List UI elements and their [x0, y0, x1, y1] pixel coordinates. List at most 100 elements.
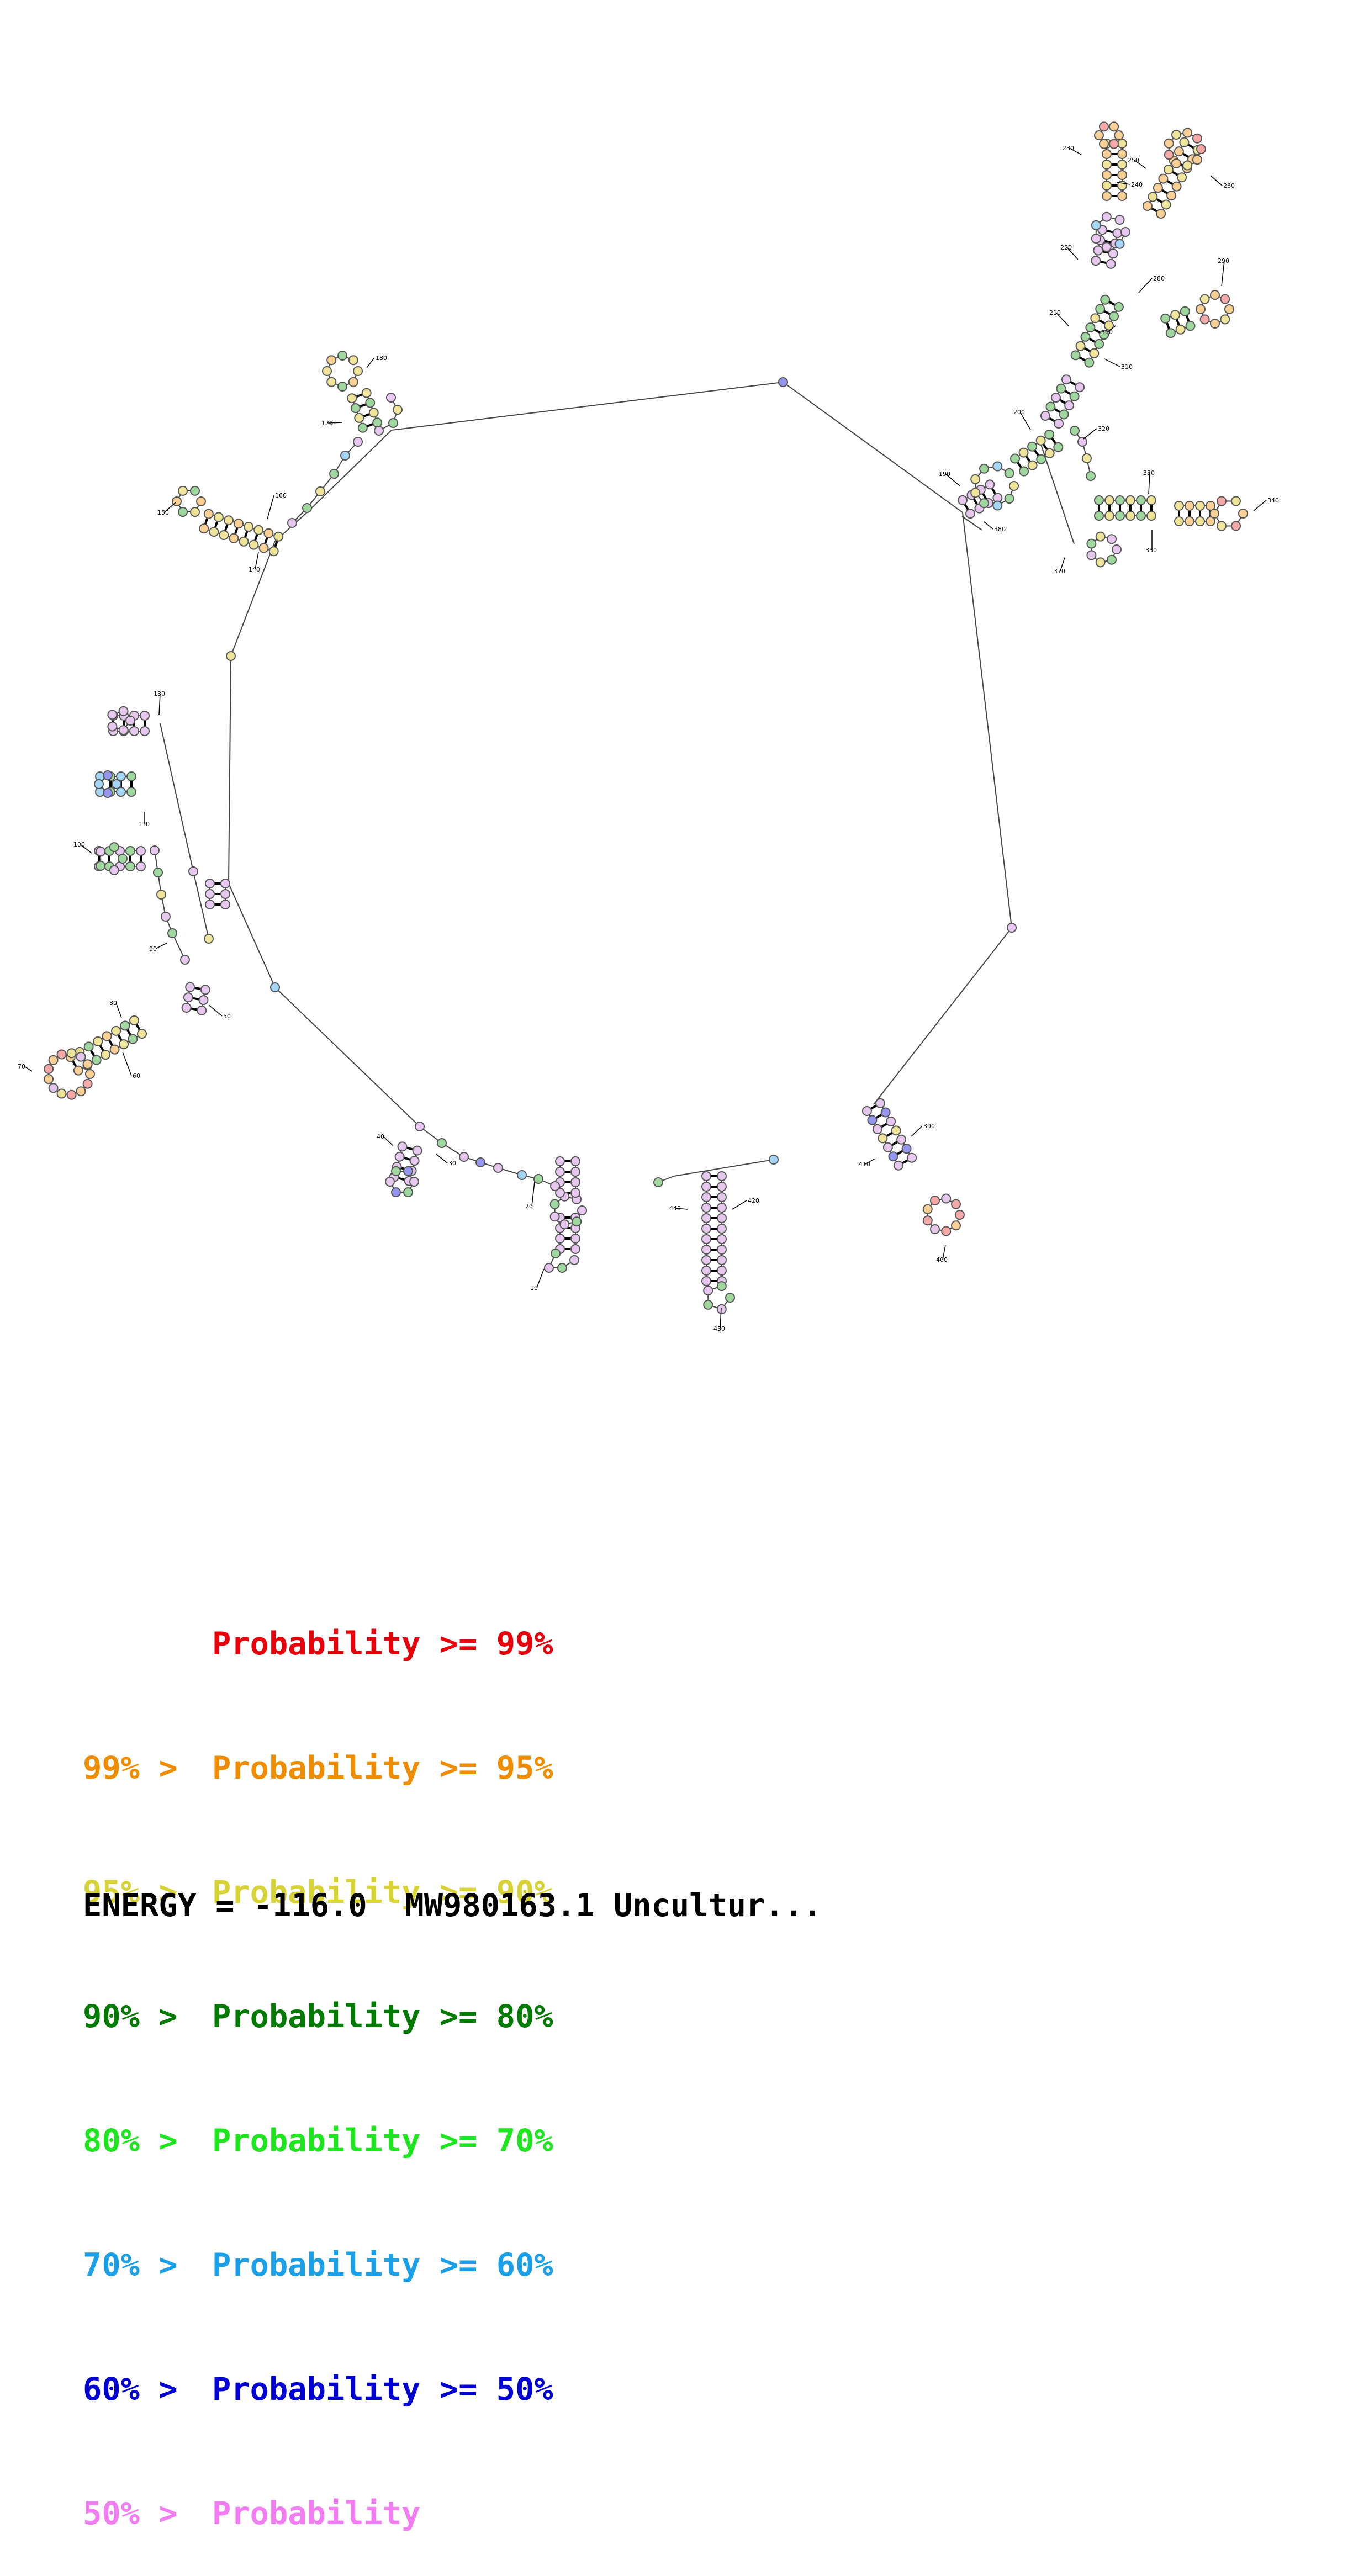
- nucleotide: [220, 879, 230, 888]
- nucleotide: [1101, 211, 1112, 222]
- nucleotide: [570, 1177, 580, 1187]
- nucleotide: [872, 1124, 882, 1134]
- nucleotide: [1109, 139, 1119, 149]
- nucleotide: [1114, 239, 1125, 249]
- nucleotide: [922, 1204, 933, 1214]
- nucleotide: [1179, 137, 1190, 147]
- nucleotide: [701, 1182, 711, 1192]
- nucleotide: [1054, 419, 1064, 429]
- position-label: 80: [109, 999, 117, 1007]
- base-pair: [885, 1131, 894, 1138]
- nucleotide: [1099, 139, 1109, 149]
- base-pair: [1042, 443, 1049, 451]
- nucleotide: [136, 846, 146, 856]
- nucleotide: [239, 536, 249, 547]
- nucleotide: [985, 479, 995, 490]
- label-tick: [267, 495, 274, 520]
- label-tick: [1134, 160, 1146, 169]
- nucleotide: [1125, 495, 1135, 505]
- nucleotide: [1007, 923, 1017, 933]
- nucleotide: [1106, 258, 1116, 269]
- nucleotide: [190, 507, 200, 517]
- nucleotide: [1164, 138, 1174, 149]
- nucleotide: [136, 861, 146, 871]
- nucleotide: [118, 854, 128, 864]
- position-label: 130: [154, 690, 165, 697]
- legend-label: Probability: [212, 2371, 421, 2408]
- nucleotide: [1104, 320, 1114, 331]
- legend-label: Probability: [212, 1998, 421, 2035]
- base-pair: [1175, 318, 1181, 326]
- base-pair: [117, 1033, 123, 1042]
- nucleotide: [220, 889, 230, 899]
- nucleotide: [412, 1145, 422, 1156]
- backbone: [228, 655, 231, 884]
- nucleotide: [1009, 481, 1019, 491]
- legend-row-p50: 60% > Probability >= 50%: [83, 2369, 553, 2410]
- label-tick: [383, 1136, 394, 1146]
- nucleotide: [205, 889, 215, 899]
- label-tick: [1253, 500, 1267, 511]
- nucleotide: [119, 1039, 129, 1050]
- base-pair: [991, 487, 997, 495]
- nucleotide: [769, 1155, 779, 1165]
- nucleotide: [181, 1003, 192, 1013]
- nucleotide: [1171, 130, 1181, 140]
- nucleotide: [717, 1182, 727, 1192]
- nucleotide: [577, 1205, 587, 1215]
- base-pair: [1103, 240, 1112, 244]
- position-label: 370: [1054, 568, 1065, 575]
- position-label: 70: [18, 1063, 25, 1070]
- nucleotide: [1209, 509, 1219, 519]
- label-tick: [24, 1066, 33, 1072]
- nucleotide: [717, 1203, 727, 1213]
- position-label: 380: [994, 526, 1006, 533]
- nucleotide: [555, 1234, 565, 1244]
- nucleotide: [701, 1224, 711, 1234]
- position-label: 250: [1128, 157, 1139, 164]
- base-pair: [963, 502, 970, 511]
- nucleotide: [880, 1107, 891, 1118]
- base-pair: [108, 1039, 114, 1047]
- strand: [1038, 436, 1075, 544]
- label-tick: [911, 1125, 923, 1137]
- label-tick: [155, 943, 167, 949]
- nucleotide: [555, 1156, 565, 1166]
- nucleotide: [701, 1255, 711, 1265]
- nucleotide: [178, 507, 188, 517]
- nucleotide: [1108, 248, 1118, 259]
- nucleotide: [930, 1224, 940, 1234]
- label-tick: [158, 693, 161, 716]
- label-tick: [1107, 325, 1116, 332]
- nucleotide: [107, 721, 118, 732]
- position-label: 440: [669, 1205, 681, 1212]
- nucleotide: [1210, 319, 1220, 329]
- nucleotide: [1099, 330, 1109, 340]
- nucleotide: [326, 377, 337, 387]
- nucleotide: [409, 1177, 419, 1187]
- base-pair: [366, 422, 374, 428]
- nucleotide: [1206, 501, 1215, 511]
- nucleotide: [56, 1049, 67, 1060]
- nucleotide: [388, 418, 398, 428]
- legend-label: Probability: [212, 2495, 421, 2532]
- position-label: 200: [1013, 409, 1025, 416]
- base-pair: [358, 403, 367, 408]
- label-tick: [984, 521, 993, 530]
- nucleotide: [354, 412, 364, 423]
- base-pair-lines: [71, 142, 1212, 1282]
- position-label: 240: [1131, 181, 1143, 188]
- position-label: 220: [1060, 244, 1072, 251]
- nucleotide: [717, 1192, 727, 1202]
- base-pair: [1048, 416, 1056, 423]
- base-pair: [1106, 229, 1114, 234]
- nucleotide: [156, 890, 166, 900]
- nucleotide: [129, 726, 139, 736]
- base-pair: [972, 498, 979, 506]
- nucleotide: [1117, 139, 1127, 149]
- nucleotide: [1115, 495, 1125, 505]
- nucleotide: [1196, 304, 1206, 314]
- nucleotide: [717, 1266, 727, 1276]
- nucleotide: [66, 1048, 77, 1059]
- nucleotide: [1165, 328, 1176, 338]
